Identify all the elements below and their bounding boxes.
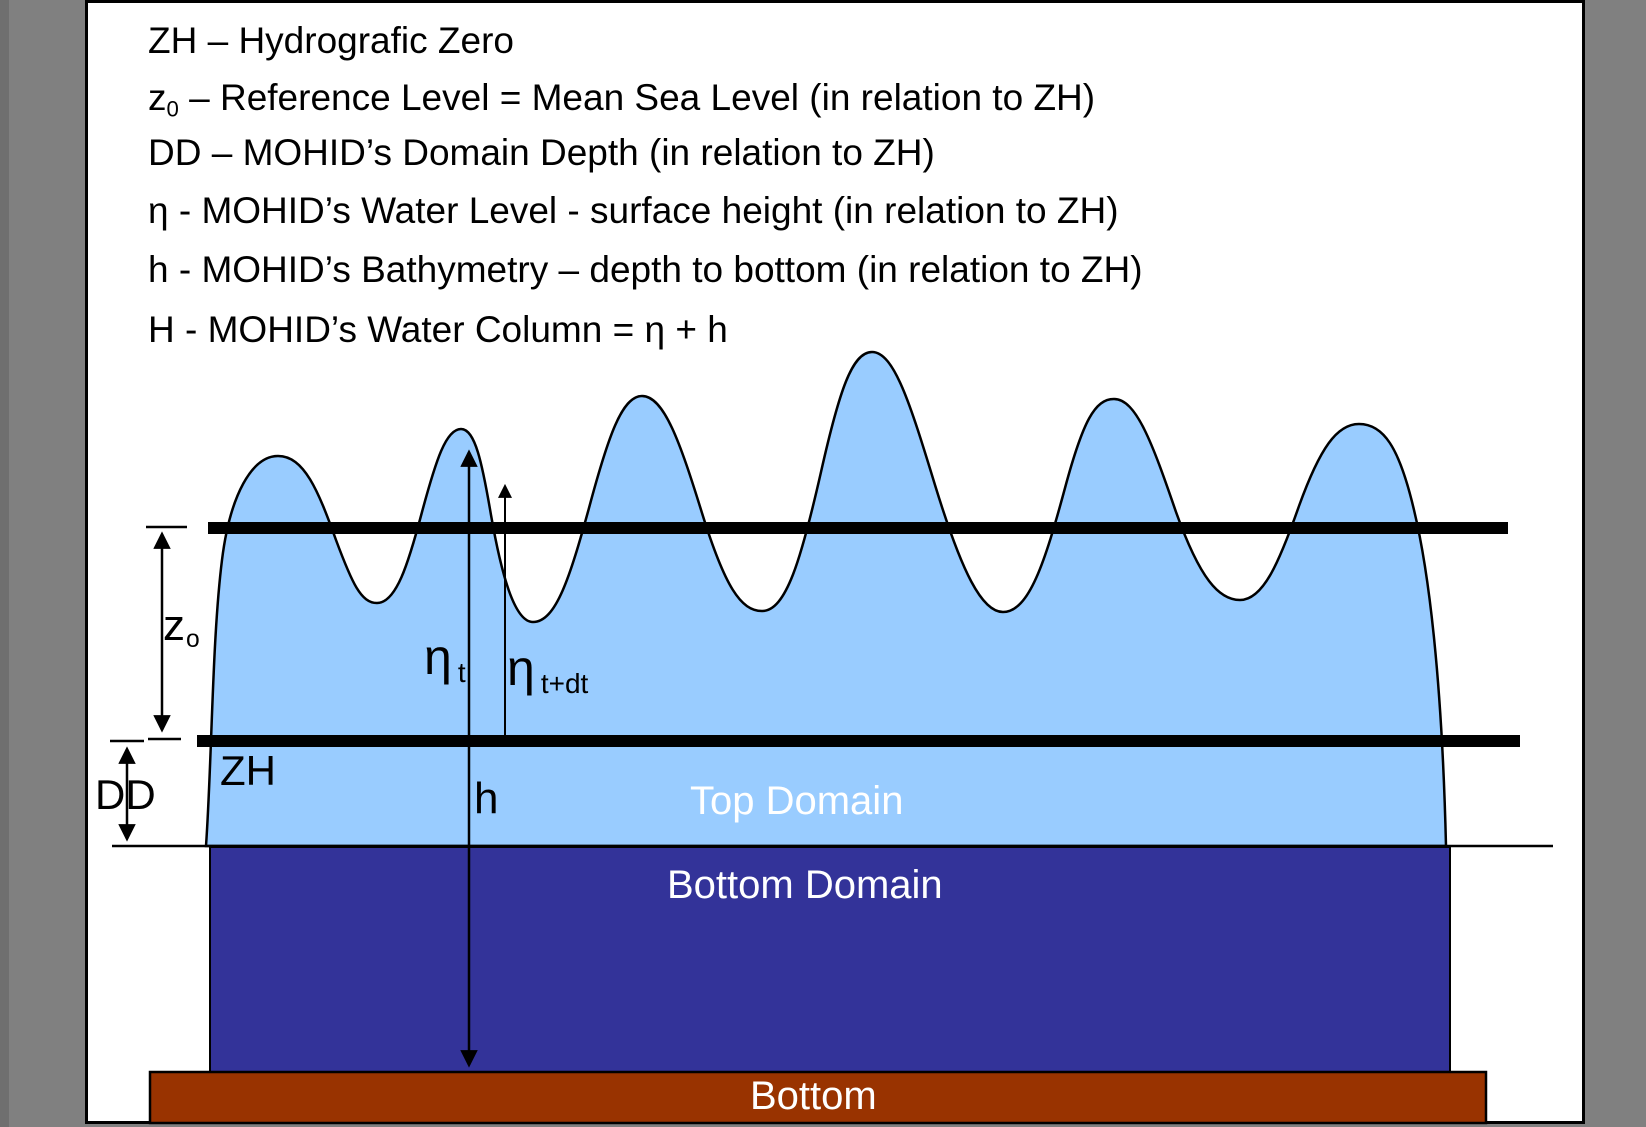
top-domain-label: Top Domain: [690, 779, 904, 823]
eta-t-base: η: [424, 629, 452, 685]
legend-z0-base: z: [148, 77, 167, 118]
zo-label: zo: [163, 601, 200, 654]
bottom-domain-label: Bottom Domain: [667, 863, 943, 907]
mean-sea-level-line: [208, 522, 1508, 534]
legend-line-H: H - MOHID’s Water Column = η + h: [148, 309, 728, 350]
legend-line-z0: z0 – Reference Level = Mean Sea Level (i…: [148, 77, 1095, 131]
legend-line-h: h - MOHID’s Bathymetry – depth to bottom…: [148, 249, 1143, 290]
hydrographic-zero-line: [197, 735, 1520, 747]
h-label: h: [474, 774, 499, 823]
dd-label: DD: [95, 771, 156, 818]
legend-line-eta: η - MOHID’s Water Level - surface height…: [148, 190, 1119, 231]
zh-label: ZH: [220, 747, 276, 794]
eta-tdt-label: η t+dt: [507, 641, 588, 700]
left-shade-strip: [0, 0, 9, 1127]
legend-line-dd: DD – MOHID’s Domain Depth (in relation t…: [148, 132, 935, 173]
legend-line-zh: ZH – Hydrografic Zero: [148, 20, 514, 61]
legend-z0-sub: 0: [166, 96, 179, 122]
water-surface-shape: [204, 350, 1448, 848]
eta-tdt-sub: t+dt: [540, 668, 589, 700]
eta-tdt-base: η: [507, 640, 535, 696]
legend-z0-rest: – Reference Level = Mean Sea Level (in r…: [178, 77, 1096, 118]
zo-label-base: z: [163, 601, 185, 650]
bottom-label: Bottom: [750, 1074, 877, 1118]
bottom-rect: [148, 1070, 1488, 1125]
eta-t-sub: t: [457, 657, 466, 689]
zo-label-sub: o: [186, 626, 200, 654]
